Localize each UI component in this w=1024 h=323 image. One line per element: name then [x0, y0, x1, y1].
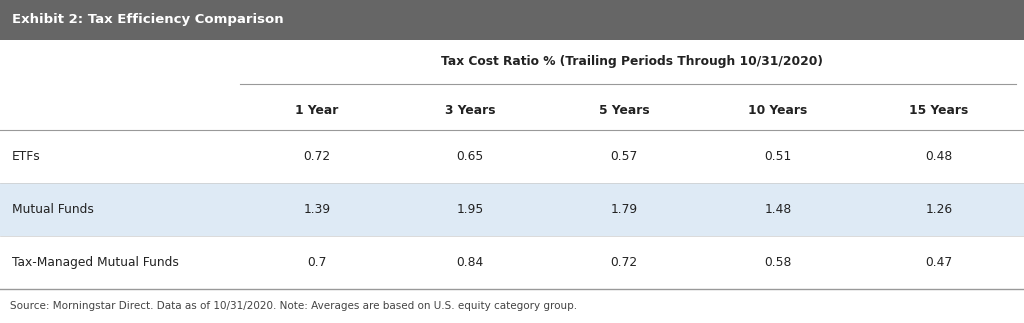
Text: Mutual Funds: Mutual Funds — [12, 203, 94, 216]
Text: 1.48: 1.48 — [764, 203, 792, 216]
Bar — [0, 183, 1024, 236]
Text: 0.47: 0.47 — [926, 256, 952, 269]
Bar — [0, 40, 1024, 90]
Bar — [0, 90, 1024, 130]
Text: 0.72: 0.72 — [610, 256, 638, 269]
Text: 1.95: 1.95 — [457, 203, 483, 216]
Bar — [0, 0, 1024, 40]
Text: 0.7: 0.7 — [307, 256, 327, 269]
Text: 0.72: 0.72 — [303, 150, 331, 163]
Text: 1.26: 1.26 — [926, 203, 952, 216]
Text: Exhibit 2: Tax Efficiency Comparison: Exhibit 2: Tax Efficiency Comparison — [12, 14, 284, 26]
Text: 0.51: 0.51 — [764, 150, 792, 163]
Text: 10 Years: 10 Years — [749, 103, 808, 117]
Text: 3 Years: 3 Years — [444, 103, 496, 117]
Bar — [0, 289, 1024, 323]
Text: 0.84: 0.84 — [457, 256, 483, 269]
Text: 0.58: 0.58 — [764, 256, 792, 269]
Text: 0.48: 0.48 — [926, 150, 952, 163]
Text: 1 Year: 1 Year — [295, 103, 339, 117]
Text: Tax Cost Ratio % (Trailing Periods Through 10/31/2020): Tax Cost Ratio % (Trailing Periods Throu… — [441, 56, 823, 68]
Text: 15 Years: 15 Years — [909, 103, 969, 117]
Text: 1.39: 1.39 — [303, 203, 331, 216]
Text: 5 Years: 5 Years — [599, 103, 649, 117]
Text: 0.57: 0.57 — [610, 150, 638, 163]
Text: Tax-Managed Mutual Funds: Tax-Managed Mutual Funds — [12, 256, 179, 269]
Text: 1.79: 1.79 — [610, 203, 638, 216]
Text: 0.65: 0.65 — [457, 150, 483, 163]
Bar — [0, 130, 1024, 183]
Bar — [0, 236, 1024, 289]
Text: ETFs: ETFs — [12, 150, 41, 163]
Text: Source: Morningstar Direct. Data as of 10/31/2020. Note: Averages are based on U: Source: Morningstar Direct. Data as of 1… — [10, 301, 578, 311]
